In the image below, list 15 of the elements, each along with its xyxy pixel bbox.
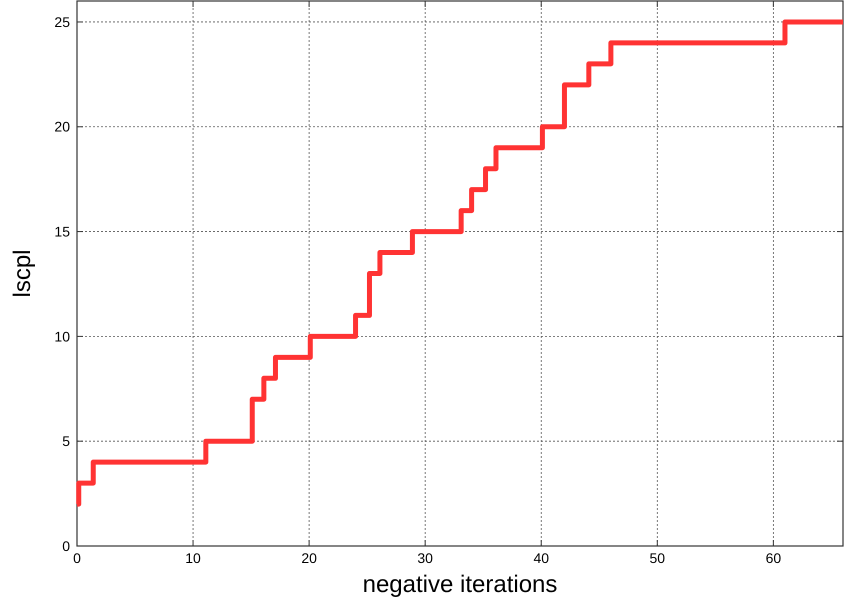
y-tick-label: 20 xyxy=(54,118,70,135)
x-axis-title: negative iterations xyxy=(362,571,558,598)
x-tick-label: 60 xyxy=(766,550,782,566)
x-tick-label: 50 xyxy=(650,550,666,566)
y-tick-label: 5 xyxy=(62,433,70,450)
x-tick-label: 10 xyxy=(185,550,202,566)
y-tick-label: 15 xyxy=(54,223,70,240)
y-tick-label: 25 xyxy=(54,14,70,30)
y-tick-label: 10 xyxy=(54,328,70,344)
y-tick-label: 0 xyxy=(62,538,70,554)
x-tick-label: 40 xyxy=(533,550,550,566)
y-axis-title: lscpl xyxy=(9,249,36,298)
x-tick-label: 0 xyxy=(73,550,82,566)
x-tick-label: 20 xyxy=(301,550,318,566)
x-tick-label: 30 xyxy=(417,550,434,566)
